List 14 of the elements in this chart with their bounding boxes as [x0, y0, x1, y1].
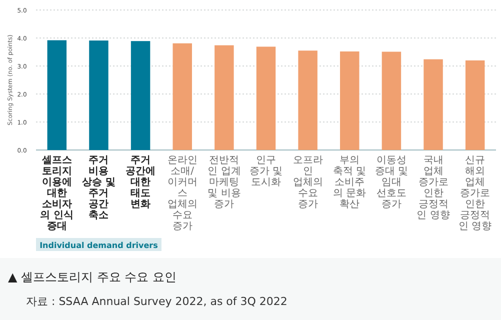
- x-tick-label: 오프라인 업체의 수요 증가: [292, 155, 323, 210]
- text: ▲ 셀프스토리지 주요 수요 요인: [8, 270, 176, 284]
- x-tick-label: 주거 공간에 대한 태도 변화: [126, 155, 156, 210]
- x-tick-label: 주거 비용 상승 및 주거 공간 축소: [82, 155, 116, 221]
- x-tick-label: 인구 증가 및 도시화: [249, 155, 283, 188]
- x-tick-label: 신규 해외 업체 증가로 인한 긍정적인 영향: [458, 155, 492, 232]
- x-tick-label: 국내 업체 증가로 인한 긍정적인 영향: [416, 155, 450, 221]
- text: Individual demand drivers: [40, 241, 158, 250]
- x-tick-label: 이동성 증대 및 임대 선호도 증가: [374, 155, 408, 210]
- text: 자료 : SSAA Annual Survey 2022, as of 3Q 2022: [26, 295, 288, 308]
- x-tick-label: 전반적인 업계 마케팅 및 비용 증가: [208, 155, 241, 210]
- x-tick-label: 온라인 소매/ 이커머스 업체의 수요 증가: [167, 155, 198, 232]
- x-tick-label: 부의 축적 및 소비주의 문화 확산: [333, 155, 366, 210]
- x-tick-label: 셀프스토리지 이용에 대한 소비자의 인식 증대: [40, 155, 74, 232]
